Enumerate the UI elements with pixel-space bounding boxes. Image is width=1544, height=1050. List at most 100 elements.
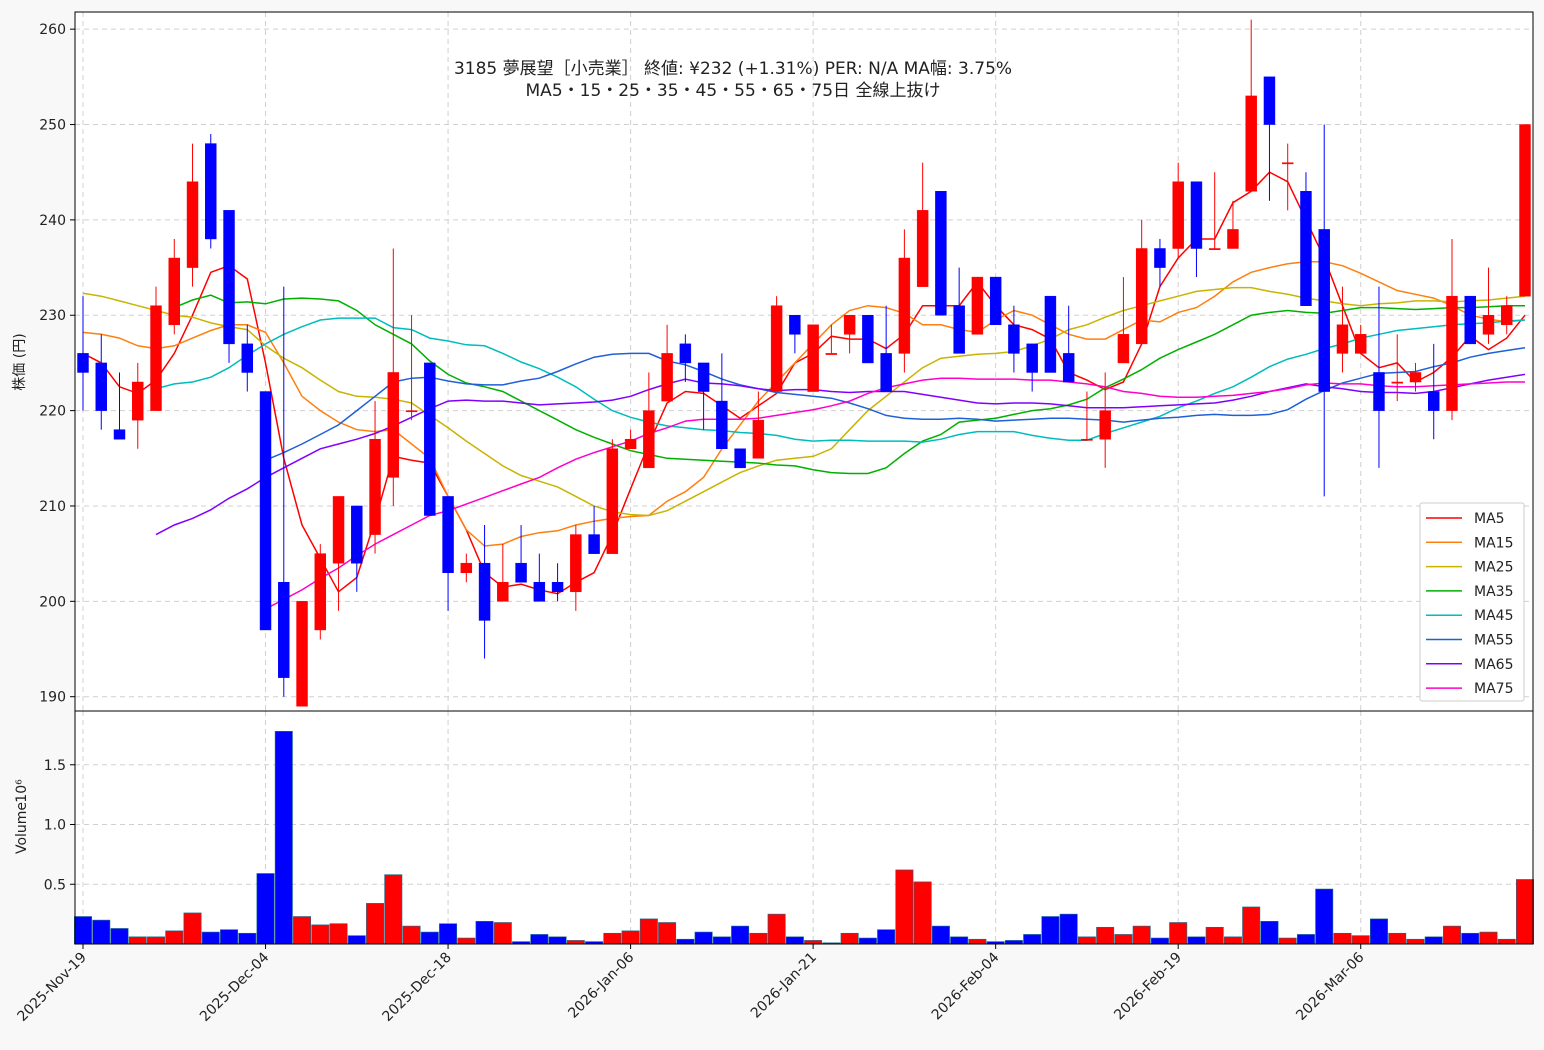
volume-bar (1242, 906, 1261, 945)
candle (843, 314, 856, 354)
candle-body (953, 305, 965, 354)
volume-bar (676, 938, 695, 945)
volume-bar (785, 936, 804, 945)
price-tick-label: 230 (39, 308, 66, 324)
candle (862, 314, 874, 364)
candle-body (278, 582, 290, 678)
volume-bar (1333, 932, 1352, 945)
volume-bar (950, 936, 969, 945)
candle (825, 324, 838, 355)
volume-bar (329, 923, 348, 945)
candle (1044, 295, 1057, 373)
price-tick-label: 260 (39, 22, 66, 38)
ma-line-ma15 (82, 261, 1526, 547)
candle (1464, 295, 1476, 345)
candle (734, 448, 746, 469)
candle (935, 191, 947, 316)
candle-body (113, 429, 126, 440)
candle-body (989, 276, 1002, 326)
candle (1409, 362, 1422, 392)
candle (1428, 343, 1440, 440)
candle (880, 305, 892, 392)
candle (460, 553, 473, 583)
volume-bar (1406, 938, 1425, 945)
candle-body (1281, 162, 1294, 165)
candle-body (898, 257, 911, 354)
candle (606, 439, 619, 554)
candle-body (424, 362, 436, 516)
candle (1081, 391, 1093, 441)
volume-bar (804, 940, 823, 945)
legend-label-ma45: MA45 (1474, 608, 1513, 624)
volume-bar (621, 930, 640, 945)
candle-body (369, 438, 381, 535)
candle-body (387, 372, 400, 478)
candle (1099, 372, 1111, 468)
candle-body (1263, 76, 1276, 125)
volume-bar (548, 936, 567, 945)
candle (515, 525, 527, 583)
candle (1026, 343, 1038, 392)
candle (497, 544, 509, 602)
volume-bar (493, 922, 512, 945)
candle-body (241, 343, 254, 373)
candle-body (679, 343, 692, 364)
candle (1318, 124, 1330, 497)
volume-bar (439, 923, 458, 945)
candle-body (332, 496, 345, 564)
volume-bar (110, 928, 129, 945)
candle-body (1428, 391, 1440, 411)
candle-body (770, 305, 783, 392)
candle (369, 401, 381, 554)
candle-body (296, 601, 308, 707)
price-tick-label: 200 (39, 594, 66, 610)
candle-body (624, 438, 637, 450)
candle-body (1446, 295, 1458, 411)
candle (241, 324, 254, 392)
volume-grid (75, 711, 1533, 944)
candle (533, 553, 546, 602)
candle (113, 372, 126, 440)
candle-body (497, 582, 509, 602)
volume-bar (877, 929, 896, 945)
candle (332, 496, 345, 611)
volume-bar (1443, 925, 1461, 945)
candle-body (880, 353, 892, 392)
candle (1482, 267, 1495, 344)
candle (132, 362, 144, 449)
candle-body (77, 353, 89, 373)
candle (588, 505, 600, 554)
legend: MA5 MA15 MA25 MA35 MA45 MA55 MA65 MA75 (1419, 502, 1525, 702)
candle-body (916, 210, 929, 287)
candle (168, 238, 180, 335)
candle (953, 267, 965, 354)
candle-body (95, 362, 107, 411)
price-panel: 190 200 210 220 230 240 250 260 3185 夢展望［小売業］ 終… (12, 11, 1534, 712)
volume-bar (1114, 934, 1133, 945)
volume-bar (858, 937, 877, 945)
candle-body (1501, 305, 1513, 326)
volume-bar (1497, 938, 1516, 945)
candle (971, 276, 984, 335)
candle (789, 314, 801, 354)
candle-body (1300, 191, 1312, 306)
candle-body (1117, 334, 1130, 364)
price-tick-label: 240 (39, 213, 66, 229)
candle (1446, 238, 1458, 421)
volume-bar (220, 929, 238, 945)
volume-bar (1023, 934, 1042, 945)
candle (1154, 238, 1166, 287)
candle (898, 229, 911, 373)
volume-bar (1187, 936, 1206, 945)
volume-bar (1424, 936, 1443, 945)
candlesticks (77, 19, 1531, 707)
candle-body (697, 362, 710, 392)
volume-bar (1169, 922, 1188, 945)
candle-body (1227, 229, 1239, 249)
candle (770, 296, 783, 392)
volume-bar (694, 931, 713, 945)
candle-body (862, 314, 874, 364)
chart-title-line-2: MA5・15・25・35・45・55・65・75日 全線上抜け (526, 81, 941, 101)
volume-bar (74, 916, 92, 945)
